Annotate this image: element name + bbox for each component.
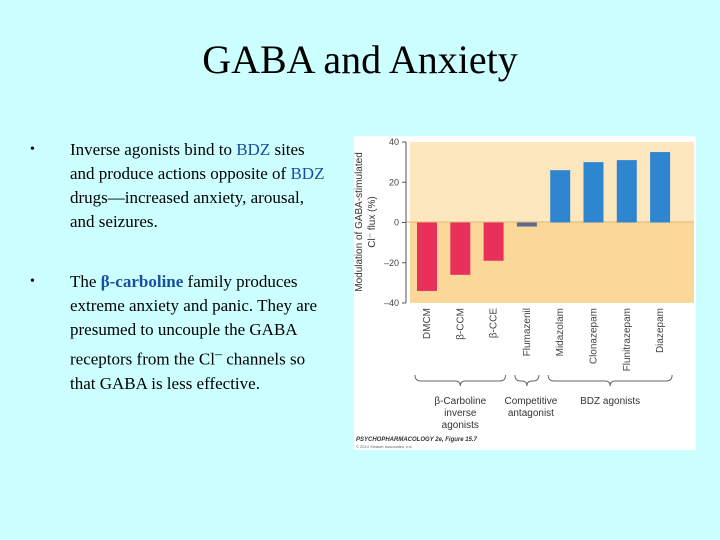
x-tick-label: Clonazepam <box>589 308 600 364</box>
x-tick-label: Diazepam <box>655 308 666 353</box>
bar-DMCM <box>417 222 437 291</box>
x-tick-label: DMCM <box>422 308 433 339</box>
bar-Clonazepam <box>583 162 604 223</box>
bar-Midazolam <box>550 170 571 223</box>
figure-copyright: © 2014 Sinauer Associates, Inc. <box>356 444 413 449</box>
y-tick-label: –20 <box>384 258 399 268</box>
x-tick-label: β-CCM <box>455 308 466 340</box>
x-tick-label: Midazolam <box>555 308 566 356</box>
bullet2-text-1: The <box>70 272 101 291</box>
y-axis-label-line1: Modulation of GABA-stimulated <box>354 152 365 292</box>
bullet-list: • Inverse agonists bind to BDZ sites and… <box>30 138 330 396</box>
x-tick-label: β-CCE <box>489 308 500 339</box>
bullet1-text-1: Inverse agonists bind to <box>70 140 237 159</box>
bullet1-text-2: sites and produce actions opposite of <box>70 140 305 183</box>
bullet-item-2: • The β-carboline family produces extrem… <box>30 270 330 396</box>
figure-credit: PSYCHOPHARMACOLOGY 2e, Figure 15.7 <box>356 437 478 443</box>
group-label: β-Carboline <box>434 396 486 407</box>
group-bracket <box>414 374 507 387</box>
y-tick-label: 40 <box>389 137 399 147</box>
group-label: BDZ agonists <box>580 396 640 407</box>
group-bracket <box>547 374 673 387</box>
group-label: agonists <box>442 420 479 431</box>
group-label: antagonist <box>508 408 554 419</box>
bullet2-text-3: channels so that GABA is less effective. <box>70 349 306 393</box>
group-label: inverse <box>444 408 477 419</box>
bullet2-keyword-1: β-carboline <box>100 272 184 291</box>
bar-β-CCM <box>450 222 471 275</box>
y-tick-label: –40 <box>384 298 399 308</box>
chart-figure: Modulation of GABA-stimulated Cl⁻ flux (… <box>354 136 696 450</box>
bullet2-superscript: – <box>214 346 223 362</box>
bullet1-keyword-1: BDZ <box>236 140 271 159</box>
y-axis-label-line2: Cl⁻ flux (%) <box>367 196 378 247</box>
bar-chart: Modulation of GABA-stimulated Cl⁻ flux (… <box>354 137 694 449</box>
x-tick-label: Flunitrazepam <box>622 308 633 371</box>
y-tick-label: 20 <box>389 177 399 187</box>
bar-Diazepam <box>650 152 671 223</box>
bullet1-keyword-2: BDZ <box>290 164 325 183</box>
bullet-item-1: • Inverse agonists bind to BDZ sites and… <box>30 138 330 234</box>
slide-title: GABA and Anxiety <box>202 37 518 82</box>
bar-β-CCE <box>483 222 504 261</box>
y-tick-label: 0 <box>394 218 399 228</box>
bullet-dot-icon: • <box>30 142 35 157</box>
group-label: Competitive <box>504 396 557 407</box>
bullet-dot-icon: • <box>30 274 35 289</box>
bullet1-text-3: drugs—increased anxiety, arousal, and se… <box>70 188 304 231</box>
x-tick-label: Flumazenil <box>522 308 533 356</box>
bullet2-text-2: family produces extreme anxiety and pani… <box>70 272 318 369</box>
bar-Flunitrazepam <box>616 160 637 223</box>
bar-Flumazenil <box>516 222 537 227</box>
group-bracket <box>514 374 540 387</box>
